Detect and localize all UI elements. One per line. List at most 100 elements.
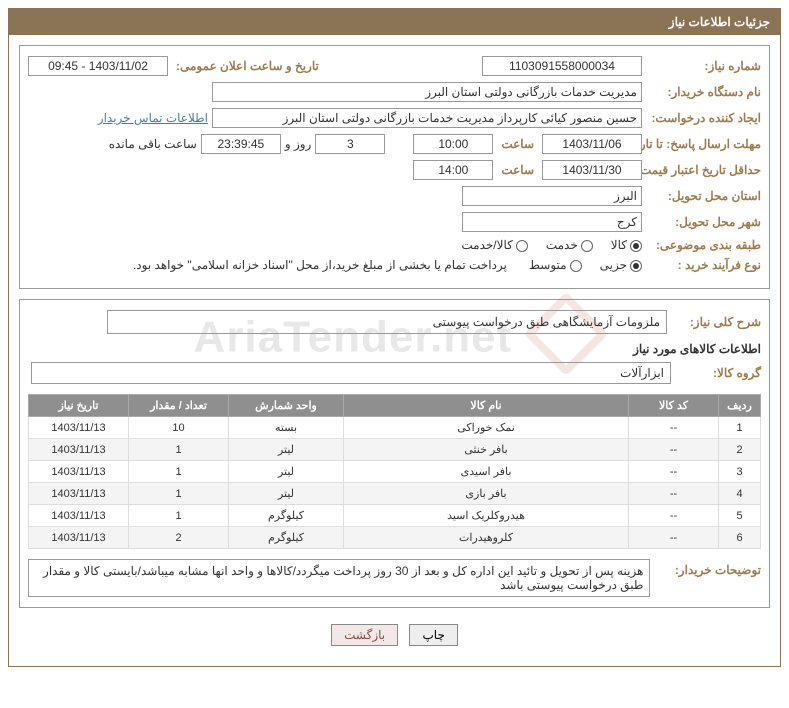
row-province: استان محل تحویل: البرز — [28, 186, 761, 206]
validity-label: حداقل تاریخ اعتبار قیمت: تا تاریخ: — [646, 163, 761, 177]
table-cell: 4 — [719, 483, 761, 505]
city-field: کرج — [462, 212, 642, 232]
row-requester: ایجاد کننده درخواست: حسین منصور کیائی کا… — [28, 108, 761, 128]
days-field: 3 — [315, 134, 385, 154]
table-cell: -- — [629, 461, 719, 483]
province-field: البرز — [462, 186, 642, 206]
table-cell: 1403/11/13 — [29, 505, 129, 527]
table-cell: بافر بازی — [344, 483, 629, 505]
table-cell: 1 — [129, 439, 229, 461]
radio-service[interactable] — [581, 240, 593, 252]
radio-medium-label: متوسط — [529, 258, 567, 272]
radio-goods-service-label: کالا/خدمت — [461, 238, 512, 252]
table-row: 2--بافر خنثیلیتر11403/11/13 — [29, 439, 761, 461]
table-cell: 3 — [719, 461, 761, 483]
deadline-time-field: 10:00 — [413, 134, 493, 154]
th-qty: تعداد / مقدار — [129, 395, 229, 417]
table-cell: -- — [629, 505, 719, 527]
table-cell: 1403/11/13 — [29, 461, 129, 483]
row-need-number: شماره نیاز: 1103091558000034 تاریخ و ساع… — [28, 56, 761, 76]
table-cell: 6 — [719, 527, 761, 549]
table-cell: 1403/11/13 — [29, 527, 129, 549]
goods-info-title: اطلاعات کالاهای مورد نیاز — [28, 342, 761, 356]
radio-partial[interactable] — [630, 260, 642, 272]
radio-goods-label: کالا — [611, 238, 627, 252]
buyer-contact-link[interactable]: اطلاعات تماس خریدار — [98, 111, 208, 125]
table-cell: 1403/11/13 — [29, 483, 129, 505]
table-cell: 1 — [129, 461, 229, 483]
table-row: 6--کلروهیدراتکیلوگرم21403/11/13 — [29, 527, 761, 549]
table-cell: بسته — [229, 417, 344, 439]
remaining-time-field: 23:39:45 — [201, 134, 281, 154]
general-desc-field: ملزومات آزمایشگاهی طبق درخواست پیوستی — [107, 310, 667, 334]
radio-medium[interactable] — [570, 260, 582, 272]
table-cell: نمک خوراکی — [344, 417, 629, 439]
table-cell: 1 — [129, 505, 229, 527]
deadline-date-field: 1403/11/06 — [542, 134, 642, 154]
need-number-label: شماره نیاز: — [646, 59, 761, 73]
table-row: 4--بافر بازیلیتر11403/11/13 — [29, 483, 761, 505]
print-button[interactable]: چاپ — [409, 624, 457, 646]
payment-note: پرداخت تمام یا بخشی از مبلغ خرید،از محل … — [133, 258, 507, 272]
th-unit: واحد شمارش — [229, 395, 344, 417]
validity-date-field: 1403/11/30 — [542, 160, 642, 180]
table-cell: -- — [629, 483, 719, 505]
buyer-desc-label: توضیحات خریدار: — [656, 559, 761, 577]
purchase-type-label: نوع فرآیند خرید : — [646, 258, 761, 272]
radio-goods[interactable] — [630, 240, 642, 252]
header-title: جزئیات اطلاعات نیاز — [669, 15, 770, 29]
category-radio-group: کالا خدمت کالا/خدمت — [461, 238, 642, 252]
table-cell: هیدروکلریک اسید — [344, 505, 629, 527]
table-header-row: ردیف کد کالا نام کالا واحد شمارش تعداد /… — [29, 395, 761, 417]
category-label: طبقه بندی موضوعی: — [646, 238, 761, 252]
table-cell: کیلوگرم — [229, 505, 344, 527]
table-cell: کیلوگرم — [229, 527, 344, 549]
need-number-field: 1103091558000034 — [482, 56, 642, 76]
table-cell: 10 — [129, 417, 229, 439]
table-cell: کلروهیدرات — [344, 527, 629, 549]
row-validity: حداقل تاریخ اعتبار قیمت: تا تاریخ: 1403/… — [28, 160, 761, 180]
days-and-label: روز و — [285, 137, 312, 151]
radio-partial-label: جزیی — [600, 258, 627, 272]
time-label-1: ساعت — [497, 137, 538, 151]
row-goods-group: گروه کالا: ابزارآلات — [28, 362, 761, 384]
table-cell: 1 — [719, 417, 761, 439]
th-name: نام کالا — [344, 395, 629, 417]
table-cell: 2 — [129, 527, 229, 549]
time-label-2: ساعت — [497, 163, 538, 177]
table-row: 1--نمک خوراکیبسته101403/11/13 — [29, 417, 761, 439]
table-cell: 1 — [129, 483, 229, 505]
table-cell: لیتر — [229, 439, 344, 461]
table-cell: 1403/11/13 — [29, 417, 129, 439]
buyer-desc-field: هزینه پس از تحویل و تائید این اداره کل و… — [28, 559, 650, 597]
row-buyer-org: نام دستگاه خریدار: مدیریت خدمات بازرگانی… — [28, 82, 761, 102]
back-button[interactable]: بازگشت — [331, 624, 398, 646]
table-cell: لیتر — [229, 483, 344, 505]
table-row: 5--هیدروکلریک اسیدکیلوگرم11403/11/13 — [29, 505, 761, 527]
validity-time-field: 14:00 — [413, 160, 493, 180]
table-cell: 2 — [719, 439, 761, 461]
table-row: 3--بافر اسیدیلیتر11403/11/13 — [29, 461, 761, 483]
details-fieldset: شماره نیاز: 1103091558000034 تاریخ و ساع… — [19, 45, 770, 289]
goods-group-label: گروه کالا: — [671, 366, 761, 380]
announce-label: تاریخ و ساعت اعلان عمومی: — [172, 59, 319, 73]
th-row: ردیف — [719, 395, 761, 417]
buyer-org-label: نام دستگاه خریدار: — [646, 85, 761, 99]
general-desc-label: شرح کلی نیاز: — [671, 315, 761, 329]
row-general-desc: شرح کلی نیاز: ملزومات آزمایشگاهی طبق درخ… — [28, 310, 761, 334]
radio-goods-service[interactable] — [516, 240, 528, 252]
table-cell: 5 — [719, 505, 761, 527]
remaining-label: ساعت باقی مانده — [109, 137, 197, 151]
th-date: تاریخ نیاز — [29, 395, 129, 417]
button-row: چاپ بازگشت — [19, 618, 770, 656]
main-panel: جزئیات اطلاعات نیاز AriaTender.net شماره… — [8, 8, 781, 667]
table-cell: بافر اسیدی — [344, 461, 629, 483]
goods-table: ردیف کد کالا نام کالا واحد شمارش تعداد /… — [28, 394, 761, 549]
goods-group-field: ابزارآلات — [31, 362, 671, 384]
row-purchase-type: نوع فرآیند خرید : جزیی متوسط پرداخت تمام… — [28, 258, 761, 272]
goods-fieldset: شرح کلی نیاز: ملزومات آزمایشگاهی طبق درخ… — [19, 299, 770, 608]
city-label: شهر محل تحویل: — [646, 215, 761, 229]
table-cell: -- — [629, 439, 719, 461]
purchase-type-radio-group: جزیی متوسط — [529, 258, 642, 272]
table-cell: 1403/11/13 — [29, 439, 129, 461]
